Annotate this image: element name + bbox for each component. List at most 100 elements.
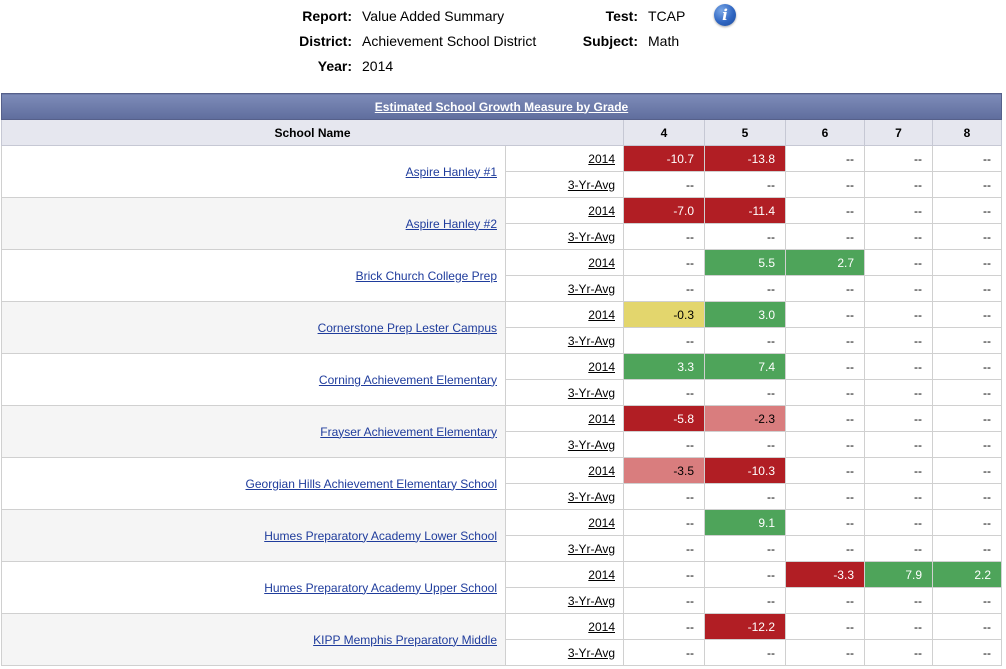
grade-7-value: -- (864, 379, 933, 406)
grade-7-value: -- (864, 197, 933, 224)
grade-8-value: -- (932, 171, 1002, 198)
info-icon[interactable]: i (714, 4, 736, 26)
row-type-label: 2014 (505, 353, 624, 380)
school-name-cell: KIPP Memphis Preparatory Middle (1, 613, 506, 666)
school-link[interactable]: Corning Achievement Elementary (318, 372, 497, 387)
row-type-label: 3-Yr-Avg (505, 587, 624, 614)
grade-7-value: -- (864, 483, 933, 510)
table-row: Corning Achievement Elementary 2014 3.3 7.4… (1, 353, 1002, 406)
row-type-label: 3-Yr-Avg (505, 171, 624, 198)
grade-4-value: -5.8 (623, 405, 705, 432)
school-name-cell: Corning Achievement Elementary (1, 353, 506, 406)
grade-7-value: -- (864, 249, 933, 276)
grade-5-value: -- (704, 483, 786, 510)
grade-7-value: 7.9 (864, 561, 933, 588)
grade-4-value: -7.0 (623, 197, 705, 224)
grade-8-value: -- (932, 639, 1002, 666)
grade-7-header[interactable]: 7 (864, 119, 933, 146)
subject-label: Subject: (582, 33, 638, 49)
row-type-label: 2014 (505, 197, 624, 224)
grade-6-value: -- (785, 457, 865, 484)
school-link[interactable]: Humes Preparatory Academy Lower School (264, 528, 497, 543)
school-link[interactable]: KIPP Memphis Preparatory Middle (313, 632, 497, 647)
grade-4-value: -- (623, 483, 705, 510)
grade-5-value: 7.4 (704, 353, 786, 380)
grade-8-value: -- (932, 483, 1002, 510)
table-row: 3-Yr-Avg -- -- -- -- -- (2, 431, 1002, 458)
grade-8-header[interactable]: 8 (932, 119, 1002, 146)
report-label: Report: (302, 8, 352, 24)
grade-4-value: -0.3 (623, 301, 705, 328)
report-value: Value Added Summary (362, 8, 505, 24)
grade-8-value: 2.2 (932, 561, 1002, 588)
grade-4-value: -10.7 (623, 145, 705, 172)
grade-5-value: -12.2 (704, 613, 786, 640)
grade-8-value: -- (932, 405, 1002, 432)
grade-7-value: -- (864, 145, 933, 172)
grade-5-value: 5.5 (704, 249, 786, 276)
grade-4-value: -- (623, 561, 705, 588)
grade-4-value: -- (623, 249, 705, 276)
school-link[interactable]: Brick Church College Prep (355, 268, 497, 283)
grade-6-value: -- (785, 353, 865, 380)
row-type-label: 3-Yr-Avg (505, 379, 624, 406)
grade-8-value: -- (932, 327, 1002, 354)
grade-4-header[interactable]: 4 (623, 119, 705, 146)
grade-8-value: -- (932, 223, 1002, 250)
table-row: 3-Yr-Avg -- -- -- -- -- (2, 587, 1002, 614)
grade-8-value: -- (932, 249, 1002, 276)
grade-8-value: -- (932, 587, 1002, 614)
grade-4-value: -- (623, 431, 705, 458)
grade-8-value: -- (932, 301, 1002, 328)
school-name-header[interactable]: School Name (1, 119, 624, 146)
school-name-cell: Georgian Hills Achievement Elementary Sc… (1, 457, 506, 510)
grade-6-value: -- (785, 171, 865, 198)
table-row: Brick Church College Prep 2014 -- 5.5 2.7 -- -… (1, 249, 1002, 302)
grade-6-value: -3.3 (785, 561, 865, 588)
grade-7-value: -- (864, 171, 933, 198)
table-row: Aspire Hanley #2 2014 -7.0 -11.4 -- -- -- (1, 197, 1002, 250)
grade-5-value: -10.3 (704, 457, 786, 484)
grade-5-value: -- (704, 171, 786, 198)
grade-8-value: -- (932, 509, 1002, 536)
grade-5-value: -13.8 (704, 145, 786, 172)
school-link[interactable]: Georgian Hills Achievement Elementary Sc… (245, 476, 497, 491)
school-link[interactable]: Aspire Hanley #1 (405, 164, 497, 179)
school-link[interactable]: Cornerstone Prep Lester Campus (317, 320, 497, 335)
grade-7-value: -- (864, 587, 933, 614)
grade-5-value: -- (704, 587, 786, 614)
grade-6-value: -- (785, 483, 865, 510)
school-link[interactable]: Aspire Hanley #2 (405, 216, 497, 231)
test-label: Test: (605, 8, 638, 24)
grade-8-value: -- (932, 457, 1002, 484)
table-row: Aspire Hanley #1 2014 -10.7 -13.8 -- -- -- (1, 145, 1002, 198)
table-row: 3-Yr-Avg -- -- -- -- -- (2, 379, 1002, 406)
district-value: Achievement School District (362, 33, 537, 49)
table-title-row: Estimated School Growth Measure by Grade (1, 93, 1002, 120)
row-type-label: 2014 (505, 249, 624, 276)
grade-5-value: -- (704, 535, 786, 562)
grade-6-value: -- (785, 613, 865, 640)
school-link[interactable]: Humes Preparatory Academy Upper School (264, 580, 497, 595)
grade-7-value: -- (864, 535, 933, 562)
grade-5-value: -- (704, 561, 786, 588)
grade-7-value: -- (864, 639, 933, 666)
grade-6-header[interactable]: 6 (785, 119, 865, 146)
grade-7-value: -- (864, 301, 933, 328)
grade-5-header[interactable]: 5 (704, 119, 786, 146)
grade-5-value: 3.0 (704, 301, 786, 328)
grade-6-value: -- (785, 405, 865, 432)
row-type-label: 2014 (505, 613, 624, 640)
row-type-label: 3-Yr-Avg (505, 483, 624, 510)
grade-6-value: -- (785, 197, 865, 224)
school-name-cell: Humes Preparatory Academy Upper School (1, 561, 506, 614)
grade-8-value: -- (932, 275, 1002, 302)
table-row: 3-Yr-Avg -- -- -- -- -- (2, 639, 1002, 666)
school-link[interactable]: Frayser Achievement Elementary (320, 424, 497, 439)
table-row: Humes Preparatory Academy Upper School 20… (1, 561, 1002, 614)
subject-value: Math (648, 33, 680, 49)
grade-4-value: -- (623, 171, 705, 198)
grade-4-value: -- (623, 613, 705, 640)
row-type-label: 3-Yr-Avg (505, 275, 624, 302)
grade-5-value: -- (704, 639, 786, 666)
